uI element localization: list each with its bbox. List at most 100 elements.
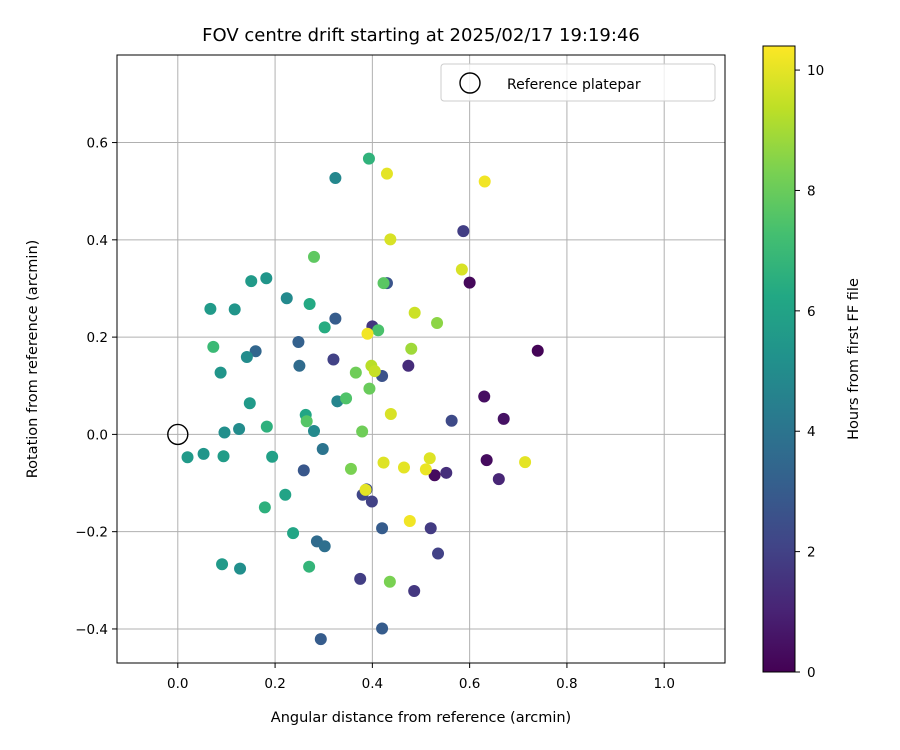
- data-point: [408, 585, 421, 598]
- data-point: [403, 514, 416, 527]
- data-point: [181, 451, 194, 464]
- data-point: [363, 382, 376, 395]
- data-point: [362, 152, 375, 165]
- data-point: [243, 397, 256, 410]
- legend-reference-marker: [459, 72, 481, 94]
- data-point: [293, 359, 306, 372]
- data-point: [307, 250, 320, 263]
- y-tick-label: 0.0: [87, 427, 108, 443]
- data-point: [249, 345, 262, 358]
- x-tick-label: 0.2: [264, 676, 285, 692]
- data-point: [233, 423, 246, 436]
- data-point: [377, 277, 390, 290]
- colorbar-ticks: 0 2 4 6 8 10: [795, 63, 824, 681]
- data-point: [307, 424, 320, 437]
- data-point: [318, 321, 331, 334]
- y-tick-label: 0.6: [87, 136, 108, 152]
- data-point: [478, 390, 491, 403]
- legend-label: Reference platepar: [507, 77, 641, 93]
- x-tick-label: 0.6: [459, 676, 480, 692]
- data-point: [402, 359, 415, 372]
- data-point: [329, 172, 342, 185]
- data-point: [368, 365, 381, 378]
- y-tick-label: −0.2: [75, 525, 108, 541]
- data-point: [287, 527, 300, 540]
- data-point: [424, 522, 437, 535]
- data-point: [260, 420, 273, 433]
- plot-area-frame: [116, 54, 726, 664]
- data-point: [405, 342, 418, 355]
- data-point: [217, 450, 230, 463]
- legend: Reference platepar: [440, 63, 716, 102]
- data-point: [376, 522, 389, 535]
- data-point: [197, 447, 210, 460]
- data-point: [234, 562, 247, 575]
- colorbar-tick-label: 10: [807, 63, 824, 79]
- colorbar-tick-label: 6: [807, 304, 816, 320]
- data-point: [419, 463, 432, 476]
- data-point: [376, 622, 389, 635]
- legend-box: [440, 63, 716, 102]
- data-point: [279, 488, 292, 501]
- data-point: [359, 483, 372, 496]
- y-tick-label: −0.4: [75, 622, 108, 638]
- data-point: [432, 547, 445, 560]
- y-tick-label: 0.2: [87, 330, 108, 346]
- data-point: [377, 456, 390, 469]
- colorbar: [762, 45, 796, 673]
- data-point: [329, 312, 342, 325]
- data-point: [204, 302, 217, 315]
- x-tick-label: 1.0: [653, 676, 674, 692]
- data-point: [480, 454, 493, 467]
- x-tick-label: 0.8: [556, 676, 577, 692]
- data-point: [280, 292, 293, 305]
- data-point: [349, 366, 362, 379]
- data-point: [372, 324, 385, 337]
- data-point: [214, 366, 227, 379]
- data-point: [383, 575, 396, 588]
- colorbar-tick-label: 4: [807, 424, 816, 440]
- data-point: [344, 462, 357, 475]
- reference-marker: [167, 423, 189, 446]
- x-tick-label: 0.4: [362, 676, 383, 692]
- data-point: [380, 167, 393, 180]
- data-point: [455, 263, 468, 276]
- data-point: [266, 450, 279, 463]
- data-point: [300, 415, 313, 428]
- reference-marker-group: [167, 423, 189, 446]
- data-point: [316, 442, 329, 455]
- data-point: [228, 303, 241, 316]
- data-point: [428, 469, 441, 482]
- data-points: [181, 152, 544, 646]
- data-point: [292, 335, 305, 348]
- y-tick-label: 0.4: [87, 233, 108, 249]
- data-point: [365, 495, 378, 508]
- data-point: [457, 225, 470, 238]
- data-point: [240, 351, 253, 364]
- colorbar-tick-label: 0: [807, 665, 816, 681]
- data-point: [314, 633, 327, 646]
- x-axis-ticks: 0.0 0.2 0.4 0.6 0.8 1.0: [167, 663, 675, 692]
- data-point: [361, 327, 374, 340]
- chart-title: FOV centre drift starting at 2025/02/17 …: [202, 25, 640, 46]
- colorbar-tick-label: 2: [807, 545, 816, 561]
- data-point: [531, 344, 544, 357]
- data-point: [207, 340, 220, 353]
- data-point: [218, 426, 231, 439]
- data-point: [478, 175, 491, 188]
- data-point: [216, 558, 229, 571]
- data-point: [397, 461, 410, 474]
- data-point: [340, 392, 353, 405]
- x-tick-label: 0.0: [167, 676, 188, 692]
- data-point: [423, 452, 436, 465]
- data-point: [303, 298, 316, 311]
- data-point: [318, 540, 331, 553]
- y-axis-label: Rotation from reference (arcmin): [25, 240, 41, 479]
- data-point: [497, 412, 510, 425]
- data-point: [297, 464, 310, 477]
- data-point: [463, 276, 476, 289]
- data-point: [384, 407, 397, 420]
- data-point: [245, 275, 258, 288]
